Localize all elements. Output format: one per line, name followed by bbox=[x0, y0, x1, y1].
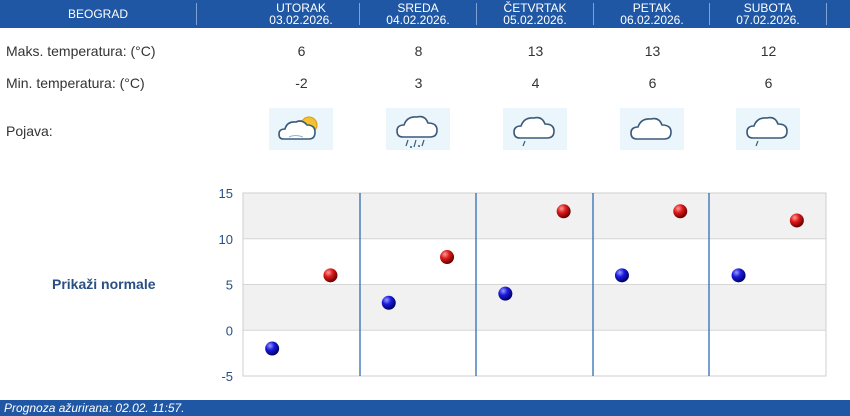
day-date: 07.02.2026. bbox=[736, 13, 800, 27]
max-temp-value: 13 bbox=[644, 43, 661, 59]
day-header-3[interactable]: ČETVRTAK 05.02.2026. bbox=[477, 0, 593, 28]
y-tick-label: -5 bbox=[221, 369, 233, 384]
plot-border bbox=[242, 192, 827, 377]
day-date: 06.02.2026. bbox=[620, 13, 684, 27]
min-temp-point bbox=[614, 268, 629, 283]
header-separator bbox=[826, 3, 827, 25]
cloud-icon bbox=[620, 108, 684, 150]
min-temp-point bbox=[265, 341, 280, 356]
day-header-2[interactable]: SREDA 04.02.2026. bbox=[360, 0, 476, 28]
plot-band bbox=[243, 238, 826, 285]
y-tick-label: 0 bbox=[226, 323, 233, 338]
max-temp-point bbox=[323, 268, 338, 283]
day-header-5[interactable]: SUBOTA 07.02.2026. bbox=[710, 0, 826, 28]
header-separator bbox=[593, 3, 594, 25]
min-temp-value: 3 bbox=[414, 75, 423, 91]
header-separator bbox=[476, 3, 477, 25]
day-date: 05.02.2026. bbox=[503, 13, 567, 27]
cloud-showers-icon bbox=[386, 108, 450, 150]
day-name: ČETVRTAK bbox=[503, 1, 567, 15]
day-date: 04.02.2026. bbox=[386, 13, 450, 27]
forecast-header: BEOGRAD UTORAK 03.02.2026. SREDA 04.02.2… bbox=[0, 0, 850, 28]
city-name: BEOGRAD bbox=[67, 7, 128, 21]
header-separator bbox=[359, 3, 360, 25]
max-temp-value: 6 bbox=[297, 43, 306, 59]
max-temp-point bbox=[440, 250, 455, 265]
min-temp-point bbox=[731, 268, 746, 283]
plot-band bbox=[243, 284, 826, 331]
min-temp-value: 6 bbox=[764, 75, 773, 91]
partly-cloudy-sun-icon bbox=[269, 108, 333, 150]
max-temp-value: 13 bbox=[527, 43, 544, 59]
day-name: SREDA bbox=[397, 1, 439, 15]
cloud-light-rain-icon bbox=[503, 108, 567, 150]
y-tick-label: 15 bbox=[219, 186, 233, 201]
max-temp-label: Maks. temperatura: (°C) bbox=[6, 43, 156, 59]
day-header-4[interactable]: PETAK 06.02.2026. bbox=[594, 0, 710, 28]
max-temp-point bbox=[556, 204, 571, 219]
max-temp-point bbox=[789, 213, 804, 228]
phenomenon-label: Pojava: bbox=[6, 123, 53, 139]
day-header-1[interactable]: UTORAK 03.02.2026. bbox=[243, 0, 359, 28]
y-tick-label: 5 bbox=[226, 278, 233, 293]
day-name: SUBOTA bbox=[743, 1, 793, 15]
max-temp-value: 8 bbox=[414, 43, 423, 59]
plot-band bbox=[243, 330, 826, 376]
update-footer: Prognoza ažurirana: 02.02. 11:57. bbox=[0, 400, 850, 416]
max-temp-point bbox=[673, 204, 688, 219]
min-temp-point bbox=[498, 286, 513, 301]
header-separator bbox=[196, 3, 197, 25]
min-temp-value: 6 bbox=[648, 75, 657, 91]
show-normals-link[interactable]: Prikaži normale bbox=[52, 276, 156, 292]
cloud-light-rain-icon bbox=[736, 108, 800, 150]
y-tick-label: 10 bbox=[219, 232, 233, 247]
header-separator bbox=[709, 3, 710, 25]
plot-band bbox=[243, 193, 826, 239]
min-temp-label: Min. temperatura: (°C) bbox=[6, 75, 145, 91]
min-temp-value: 4 bbox=[531, 75, 540, 91]
day-name: PETAK bbox=[632, 1, 672, 15]
day-date: 03.02.2026. bbox=[269, 13, 333, 27]
max-temp-value: 12 bbox=[760, 43, 777, 59]
min-temp-value: -2 bbox=[295, 75, 308, 91]
day-name: UTORAK bbox=[276, 1, 326, 15]
min-temp-point bbox=[381, 295, 396, 310]
update-text: Prognoza ažurirana: 02.02. 11:57. bbox=[4, 401, 185, 415]
